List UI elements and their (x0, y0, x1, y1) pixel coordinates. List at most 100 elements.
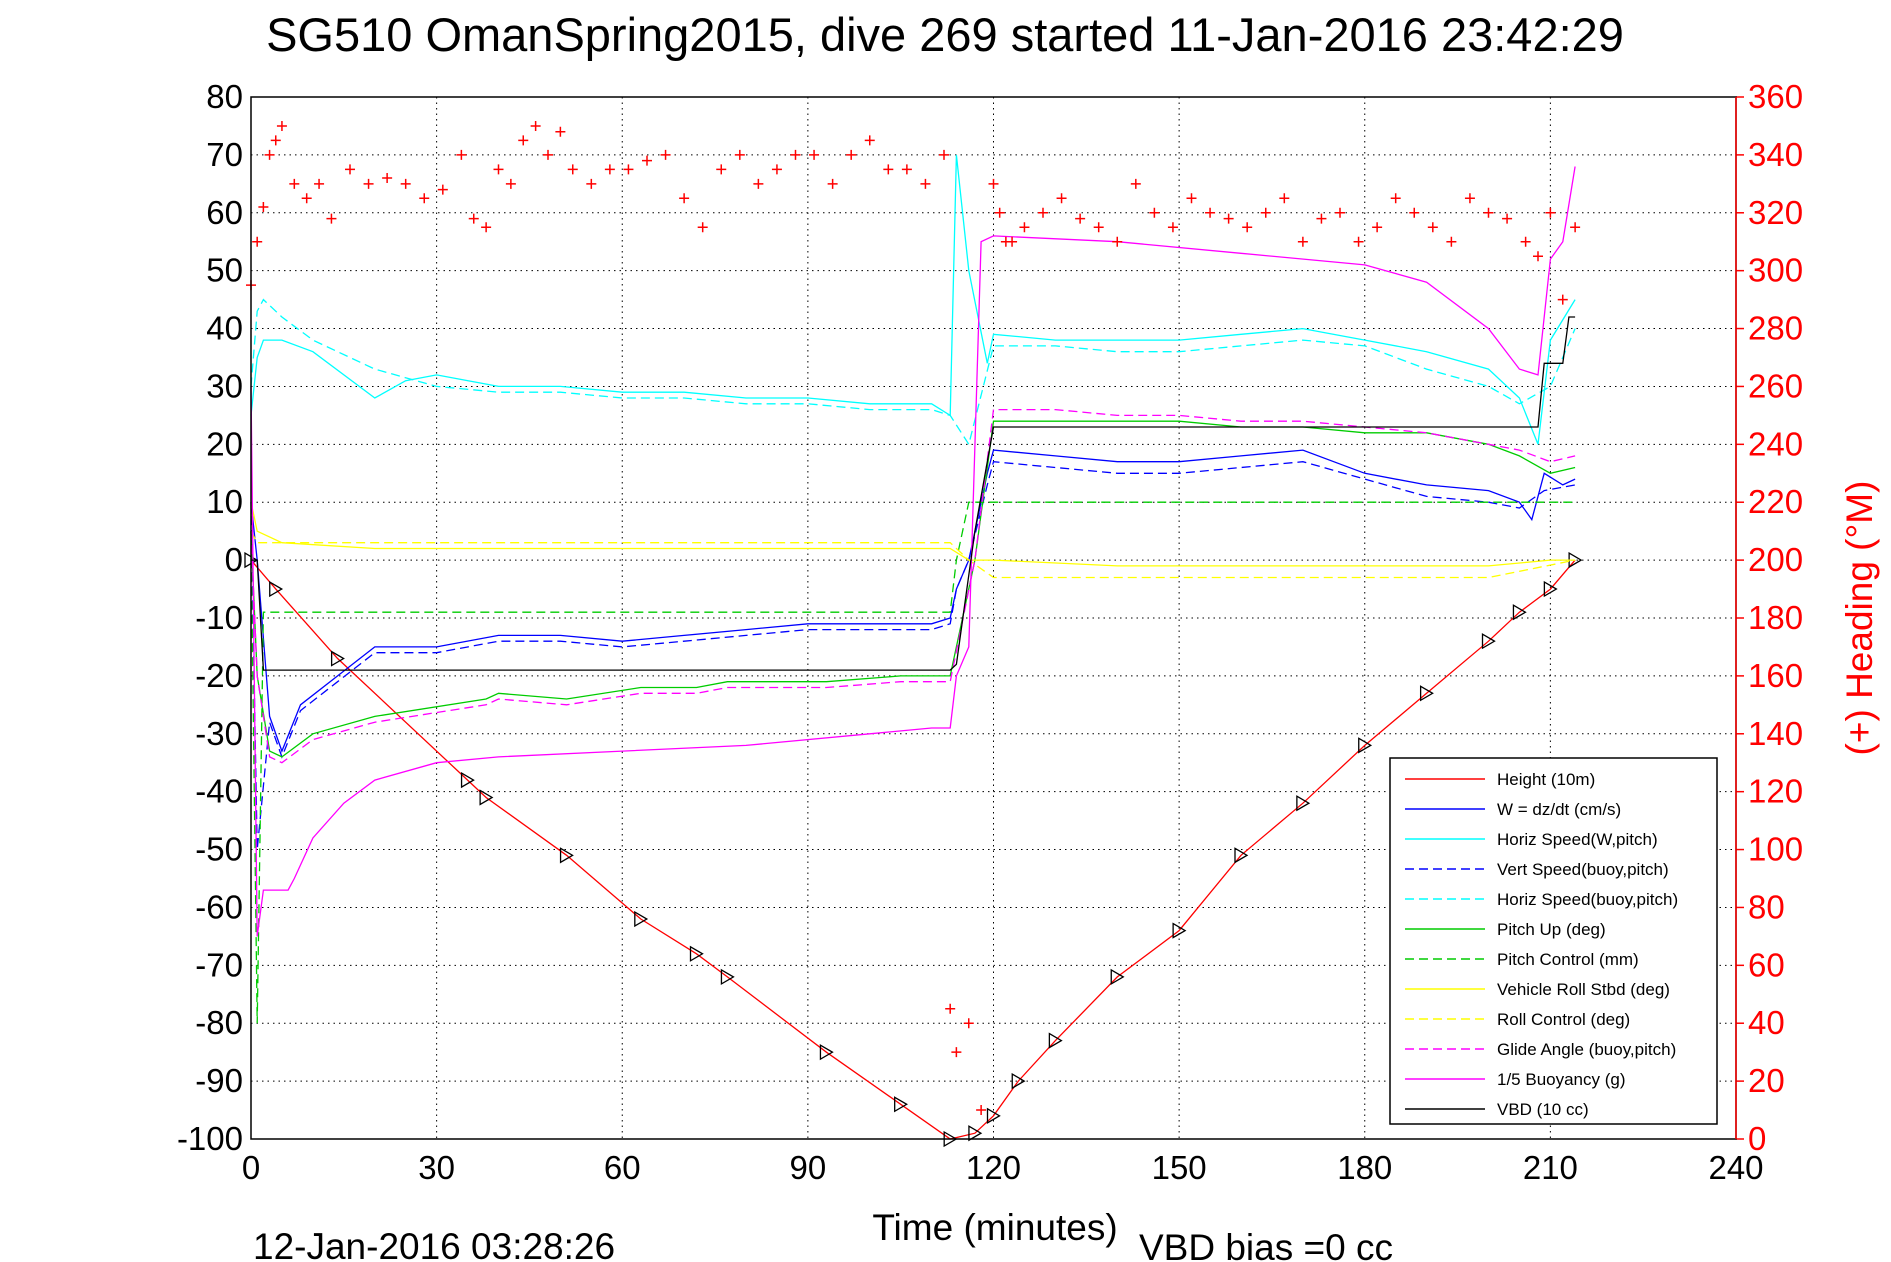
series-line (250, 298, 1576, 446)
heading-point (1007, 236, 1018, 247)
heading-point (543, 149, 553, 160)
series-line (250, 530, 1576, 579)
x-axis-label: Time (minutes) (872, 1207, 1117, 1248)
heading-point (276, 120, 287, 131)
x-tick-label: 210 (1523, 1149, 1578, 1186)
y-right-tick-label: 20 (1748, 1062, 1785, 1099)
heading-point (1483, 207, 1494, 218)
x-tick-label: 180 (1337, 1149, 1392, 1186)
height-marker (1543, 580, 1558, 598)
heading-point (901, 164, 912, 175)
heading-point (660, 149, 671, 160)
y-right-tick-label: 60 (1748, 946, 1785, 983)
heading-point (363, 178, 374, 189)
y-right-tick-label: 180 (1748, 599, 1803, 636)
heading-point (1149, 207, 1160, 218)
heading-point (518, 135, 529, 146)
legend-label: Vert Speed(buoy,pitch) (1497, 860, 1669, 879)
series-horiz-speed-w-pitch (250, 154, 1576, 445)
heading-point (468, 213, 479, 224)
heading-point (604, 164, 615, 175)
heading-point (679, 193, 690, 204)
series-pitch-up-deg (250, 420, 1576, 758)
heading-point (994, 207, 1005, 218)
height-marker (819, 1044, 834, 1061)
legend-label: Horiz Speed(buoy,pitch) (1497, 890, 1678, 909)
series-line (250, 501, 1576, 1024)
heading-point (1335, 207, 1345, 218)
x-tick-label: 150 (1152, 1149, 1207, 1186)
height-marker (986, 1107, 1001, 1124)
height-marker (1419, 685, 1434, 702)
heading-point (1279, 193, 1290, 204)
heading-point (301, 193, 312, 204)
y-tick-label: -20 (195, 657, 243, 694)
series-line (251, 316, 1576, 671)
height-marker (1358, 737, 1373, 754)
heading-point (1557, 294, 1568, 305)
legend: Height (10m) W = dz/dt (cm/s) Horiz Speed(… (1389, 757, 1718, 1125)
height-marker (1296, 795, 1311, 812)
y-tick-label: -40 (195, 773, 243, 810)
heading-point (270, 135, 281, 146)
height-marker (330, 650, 345, 667)
height-marker (894, 1096, 908, 1113)
height-marker (1048, 1032, 1063, 1049)
chart-title: SG510 OmanSpring2015, dive 269 started 1… (266, 8, 1624, 61)
height-marker (460, 771, 475, 789)
y-tick-label: -100 (177, 1120, 243, 1157)
heading-point (1427, 222, 1438, 233)
heading-point (382, 173, 393, 184)
y-tick-label: 10 (206, 483, 243, 520)
series-line (250, 461, 1576, 850)
heading-point (809, 149, 820, 160)
y-right-tick-label: 300 (1748, 252, 1803, 289)
legend-label: W = dz/dt (cm/s) (1497, 800, 1621, 819)
heading-point (827, 178, 838, 189)
y-tick-label: 0 (225, 541, 243, 578)
legend-label: Pitch Up (deg) (1497, 920, 1606, 939)
heading-point (1186, 193, 1197, 204)
y-tick-label: 80 (206, 78, 243, 115)
height-marker (968, 1125, 983, 1142)
x-tick-label: 30 (418, 1149, 455, 1186)
x-tick-label: 120 (966, 1149, 1021, 1186)
series-roll-control-deg (250, 530, 1576, 579)
heading-point (1533, 251, 1543, 262)
heading-point (1545, 207, 1556, 218)
legend-label: Height (10m) (1497, 770, 1595, 789)
height-marker (1234, 847, 1249, 864)
height-marker (1011, 1072, 1026, 1090)
legend-label: Vehicle Roll Stbd (deg) (1497, 980, 1670, 999)
series-vert-speed-buoy-pitch (250, 461, 1576, 850)
heading-point (400, 178, 411, 189)
y-tick-label: -90 (195, 1062, 243, 1099)
heading-point (945, 1003, 956, 1014)
y-right-tick-label: 120 (1748, 773, 1803, 810)
series-line (250, 449, 1576, 753)
series-1-5-buoyancy-g (250, 166, 1576, 937)
heading-point (1093, 222, 1104, 233)
heading-point (846, 149, 857, 160)
heading-point (530, 120, 541, 131)
series-line (250, 408, 1576, 764)
series-heading (246, 120, 1581, 1116)
series-line (250, 420, 1576, 758)
heading-point (456, 149, 467, 160)
heading-point (493, 164, 504, 175)
heading-point (1260, 207, 1271, 218)
y-tick-label: 20 (206, 425, 243, 462)
series-horiz-speed-buoy-pitch (250, 298, 1576, 446)
height-marker (1172, 922, 1187, 939)
series-pitch-control-mm (250, 501, 1576, 1024)
height-marker (634, 910, 649, 928)
y-right-tick-label: 0 (1748, 1120, 1766, 1157)
y-right-tick-label: 100 (1748, 831, 1803, 868)
height-marker (1512, 604, 1527, 621)
heading-point (567, 164, 578, 175)
series-line (250, 502, 1576, 567)
heading-point (976, 1105, 987, 1116)
y-right-tick-label: 140 (1748, 715, 1803, 752)
heading-point (1409, 207, 1420, 218)
legend-label: Glide Angle (buoy,pitch) (1497, 1040, 1676, 1059)
